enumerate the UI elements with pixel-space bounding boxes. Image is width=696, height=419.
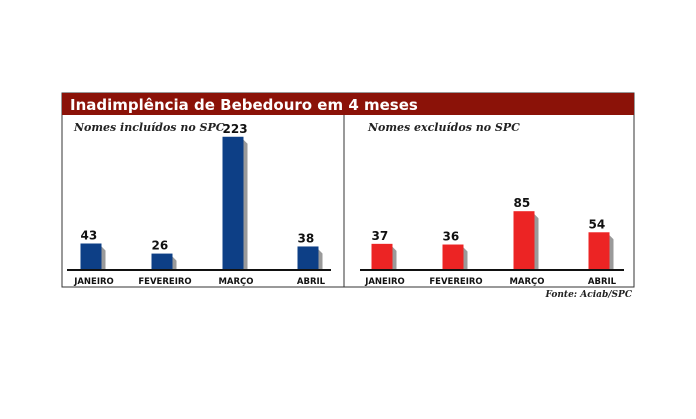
bar-shadow xyxy=(318,249,323,269)
category-label: JANEIRO xyxy=(73,277,114,287)
bar-janeiro xyxy=(371,243,393,269)
data-label: 38 xyxy=(298,231,315,245)
bar-shadow xyxy=(172,256,177,269)
data-label: 43 xyxy=(81,229,98,243)
right-panel-title: Nomes excluídos no SPC xyxy=(367,121,520,134)
bar-shadow xyxy=(463,247,468,269)
bar-março xyxy=(513,211,535,269)
category-label: FEVEREIRO xyxy=(429,277,482,287)
category-label: MARÇO xyxy=(218,277,253,287)
bar-shadow xyxy=(101,246,106,269)
title-bar xyxy=(62,93,634,115)
left-panel-title: Nomes incluídos no SPC xyxy=(73,121,225,134)
bar-abril xyxy=(297,246,319,269)
category-label: ABRIL xyxy=(297,277,326,287)
bar-shadow xyxy=(609,235,614,269)
bar-fevereiro xyxy=(442,244,464,269)
source-note: Fonte: Aciab/SPC xyxy=(544,290,632,300)
data-label: 85 xyxy=(514,196,531,210)
bar-janeiro xyxy=(80,243,102,269)
right-chart: 37 JANEIRO 36 FEVEREIRO 85 MARÇO 54 ABRIL xyxy=(360,196,624,287)
bar-shadow xyxy=(534,214,539,269)
category-label: MARÇO xyxy=(509,277,544,287)
category-label: FEVEREIRO xyxy=(138,277,191,287)
bar-shadow xyxy=(243,139,248,269)
bar-março xyxy=(222,136,244,269)
bar-fevereiro xyxy=(151,253,173,269)
data-label: 223 xyxy=(223,122,248,136)
category-label: ABRIL xyxy=(588,277,617,287)
bar-abril xyxy=(588,232,610,269)
data-label: 36 xyxy=(443,230,460,244)
data-label: 26 xyxy=(152,239,169,253)
left-chart: 43 JANEIRO 26 FEVEREIRO 223 MARÇO 38 ABRIL xyxy=(67,122,331,287)
data-label: 37 xyxy=(372,229,389,243)
chart-title: Inadimplência de Bebedouro em 4 meses xyxy=(70,96,418,114)
bar-shadow xyxy=(392,246,397,269)
data-label: 54 xyxy=(589,217,606,231)
category-label: JANEIRO xyxy=(364,277,405,287)
